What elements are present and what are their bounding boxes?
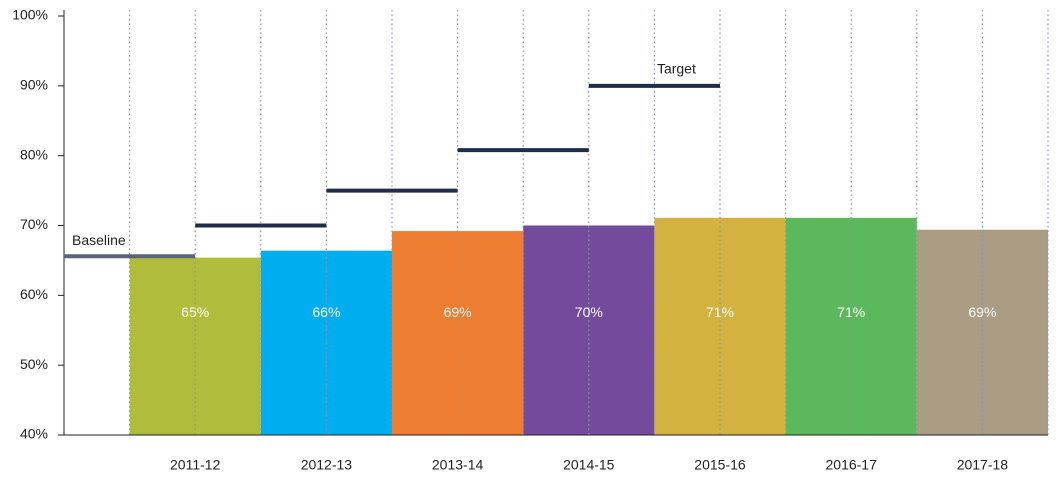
bar-label: 65% [181, 304, 209, 320]
y-tick-label: 40% [20, 426, 48, 442]
bar-label: 71% [706, 304, 734, 320]
y-tick-label: 50% [20, 356, 48, 372]
x-tick-label: 2016-17 [826, 457, 878, 473]
y-tick-label: 80% [20, 146, 48, 162]
x-tick-label: 2012-13 [301, 457, 353, 473]
y-tick-label: 70% [20, 216, 48, 232]
y-tick-label: 100% [12, 7, 48, 23]
x-tick-label: 2014-15 [563, 457, 615, 473]
bar-label: 69% [968, 304, 996, 320]
baseline-label: Baseline [72, 232, 126, 248]
bar-label: 69% [444, 304, 472, 320]
bar [916, 229, 1048, 435]
y-tick-label: 60% [20, 286, 48, 302]
x-tick-label: 2013-14 [432, 457, 484, 473]
bar [392, 231, 524, 435]
target-label: Target [657, 61, 696, 77]
y-tick-label: 90% [20, 77, 48, 93]
x-tick-label: 2017-18 [957, 457, 1009, 473]
bar-label: 66% [312, 304, 340, 320]
bar-label: 70% [575, 304, 603, 320]
bar-label: 71% [837, 304, 865, 320]
x-tick-label: 2015-16 [694, 457, 746, 473]
bar [129, 257, 261, 435]
x-tick-label: 2011-12 [170, 457, 221, 473]
